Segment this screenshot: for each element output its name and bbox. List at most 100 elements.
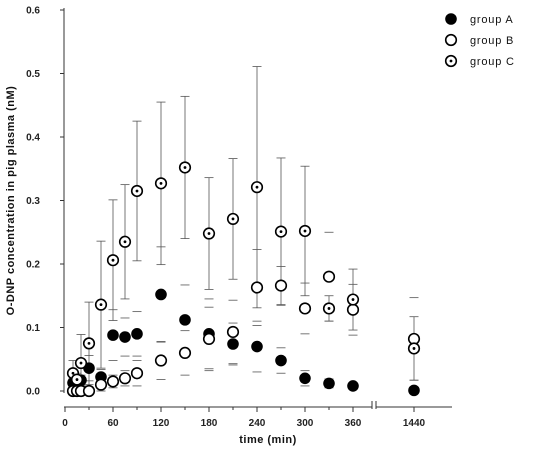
x-axis-title: time (min) — [239, 434, 297, 446]
point-group-c — [250, 181, 264, 194]
point-group-b — [250, 281, 264, 294]
x-tick-label: 0 — [62, 418, 68, 429]
error-bar-group-b — [228, 299, 238, 365]
legend-item-group-b: group B — [444, 33, 514, 47]
x-tick-label: 1440 — [403, 418, 426, 429]
point-group-c — [226, 212, 240, 226]
legend-item-group-c: group C — [444, 54, 515, 68]
y-tick-label: 0.4 — [26, 133, 40, 144]
legend-marker-group-c-dot — [449, 59, 453, 63]
y-tick-label: 0.0 — [26, 387, 40, 398]
point-group-a — [155, 288, 167, 301]
error-bar-group-b — [156, 341, 166, 380]
point-group-c — [82, 337, 96, 350]
y-axis-title: O-DNP concentration in pig plasma (nM) — [5, 86, 17, 316]
point-group-c-dot — [412, 347, 416, 350]
point-group-c — [118, 235, 132, 248]
legend-item-group-a: group A — [445, 13, 514, 26]
point-group-b — [118, 372, 132, 385]
legend-marker-group-c — [444, 54, 458, 68]
legend-label-group-b: group B — [470, 35, 514, 47]
error-bar-group-a — [204, 298, 214, 370]
y-tick-label: 0.5 — [26, 69, 40, 80]
point-group-c-dot — [123, 240, 127, 244]
point-group-a — [275, 354, 287, 367]
error-bar-group-b — [180, 330, 190, 376]
error-bar-group-a — [228, 322, 238, 366]
y-tick-label: 0.6 — [26, 6, 40, 17]
point-group-a — [408, 384, 420, 397]
point-group-b — [298, 302, 312, 315]
point-group-b — [322, 270, 336, 283]
error-bar-group-b — [120, 370, 130, 387]
point-group-b — [82, 384, 96, 398]
point-group-c-dot — [207, 232, 211, 235]
point-group-b — [130, 367, 144, 380]
point-group-b — [226, 325, 240, 339]
point-group-a — [107, 329, 119, 341]
error-bar-group-a — [252, 320, 262, 373]
point-group-c-dot — [71, 371, 75, 375]
error-bar-group-b — [108, 374, 118, 389]
point-group-a — [323, 377, 335, 390]
x-tick-label: 240 — [249, 418, 266, 429]
point-group-b — [94, 378, 108, 391]
point-group-c-dot — [111, 258, 115, 262]
point-group-c — [298, 224, 312, 238]
point-group-c-dot — [79, 361, 83, 365]
point-group-c — [274, 225, 288, 238]
point-group-c — [106, 254, 120, 267]
point-group-c — [346, 293, 360, 306]
legend: group A group B group C — [444, 13, 515, 68]
y-tick-label: 0.1 — [26, 323, 40, 334]
point-group-c-dot — [255, 185, 259, 189]
point-group-a — [347, 380, 359, 392]
point-group-c — [94, 298, 108, 311]
point-group-b — [346, 303, 360, 316]
point-group-c — [130, 184, 144, 198]
error-bar-group-a — [276, 347, 286, 374]
point-group-c-dot — [351, 298, 355, 301]
legend-label-group-a: group A — [470, 14, 514, 26]
point-group-c-dot — [87, 341, 91, 345]
point-group-c — [322, 302, 336, 315]
error-bars — [68, 66, 419, 392]
error-bar-group-a — [120, 317, 130, 357]
point-group-b — [106, 375, 120, 388]
error-bar-group-a — [300, 370, 310, 387]
point-group-c — [154, 177, 168, 190]
x-tick-label: 300 — [297, 418, 314, 429]
point-group-c-dot — [327, 307, 331, 310]
point-group-c-dot — [303, 229, 307, 233]
point-group-a — [251, 340, 263, 353]
point-group-a — [131, 328, 143, 340]
error-bar-group-b — [204, 306, 214, 372]
point-group-b — [202, 332, 216, 346]
point-group-a — [179, 314, 191, 326]
point-group-b — [154, 354, 168, 367]
y-tick-label: 0.2 — [26, 260, 40, 271]
legend-marker-group-a — [445, 13, 457, 25]
point-group-c — [178, 161, 192, 174]
point-group-c-dot — [183, 166, 187, 169]
axes: 0.0 0.1 0.2 0.3 0.4 0.5 0.6 0 60 120 180 240 300 360 1… — [26, 6, 452, 429]
point-group-c-dot — [99, 303, 103, 307]
point-group-a — [227, 338, 239, 350]
point-group-c — [70, 373, 84, 386]
x-tick-label: 180 — [201, 418, 218, 429]
legend-label-group-c: group C — [470, 56, 515, 68]
point-group-c — [74, 356, 88, 370]
y-tick-label: 0.3 — [26, 196, 40, 207]
point-group-c-dot — [135, 189, 139, 193]
point-group-b — [274, 279, 288, 292]
point-group-c-dot — [159, 181, 163, 185]
error-bar-group-b — [132, 360, 142, 387]
point-group-c-dot — [75, 378, 79, 381]
x-tick-label: 120 — [153, 418, 170, 429]
point-group-c-dot — [231, 217, 235, 221]
point-group-c — [407, 342, 421, 355]
x-tick-label: 360 — [345, 418, 362, 429]
data-markers — [66, 161, 421, 398]
point-group-c-dot — [279, 230, 283, 234]
